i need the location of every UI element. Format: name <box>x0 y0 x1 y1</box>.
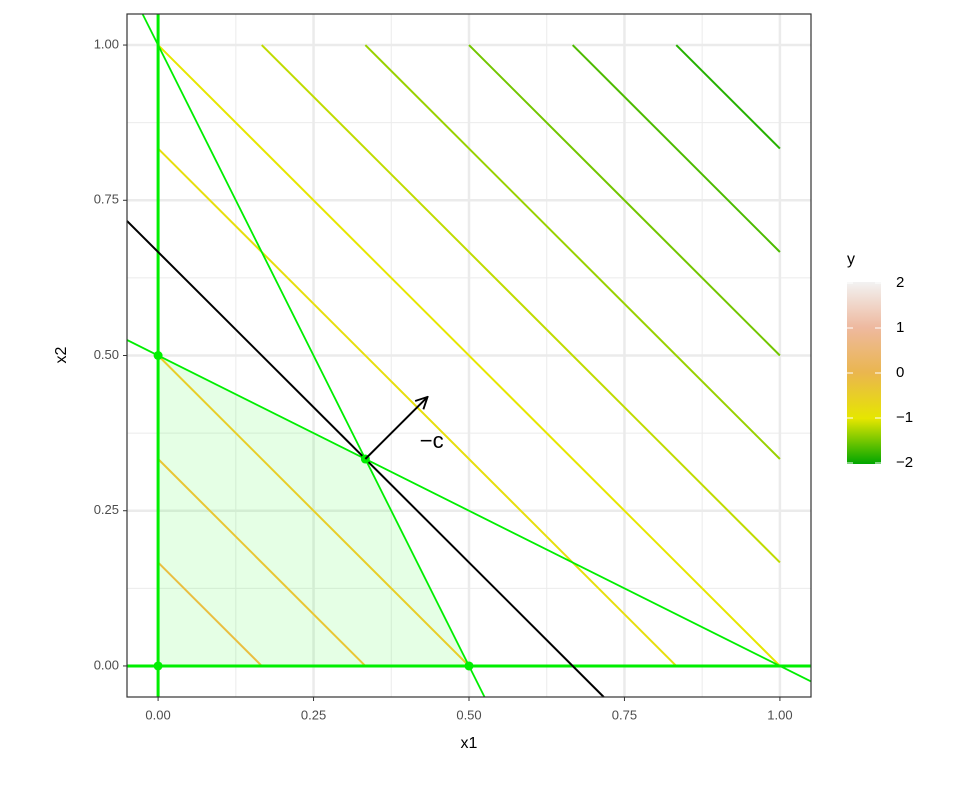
y-tick-label: 0.50 <box>94 347 119 362</box>
contour-line <box>468 44 781 357</box>
constraint-line <box>141 13 486 698</box>
annotation: −c <box>420 428 444 453</box>
contour-line <box>571 44 781 253</box>
legend-label: 2 <box>896 274 904 291</box>
contour-line <box>157 561 263 667</box>
y-axis-title: x2 <box>53 346 70 363</box>
x-tick-label: 0.25 <box>301 707 326 722</box>
y-tick-label: 0.00 <box>94 657 119 672</box>
x-tick-label: 0.50 <box>456 707 481 722</box>
contour-line <box>675 44 781 150</box>
direction-arrow <box>364 397 427 460</box>
contour-line <box>364 44 781 460</box>
contour-line <box>157 354 470 667</box>
legend-label: −1 <box>896 409 913 426</box>
contour-line <box>157 458 367 667</box>
x-tick-label: 1.00 <box>767 707 792 722</box>
legend-label: −2 <box>896 454 913 471</box>
y-tick-label: 0.75 <box>94 192 119 207</box>
legend-title: y <box>847 251 855 268</box>
x-tick-label: 0.75 <box>612 707 637 722</box>
x-axis-title: x1 <box>461 735 478 752</box>
contour-line <box>157 44 781 667</box>
y-tick-label: 1.00 <box>94 36 119 51</box>
x-tick-label: 0.00 <box>145 707 170 722</box>
contour-line <box>261 44 781 564</box>
legend-label: 1 <box>896 319 904 336</box>
vertex-point <box>153 351 163 360</box>
constraint-line <box>126 339 812 683</box>
vertex-point <box>153 661 163 671</box>
legend-label: 0 <box>896 364 904 381</box>
vertex-point <box>464 661 474 671</box>
y-tick-label: 0.25 <box>94 502 119 517</box>
